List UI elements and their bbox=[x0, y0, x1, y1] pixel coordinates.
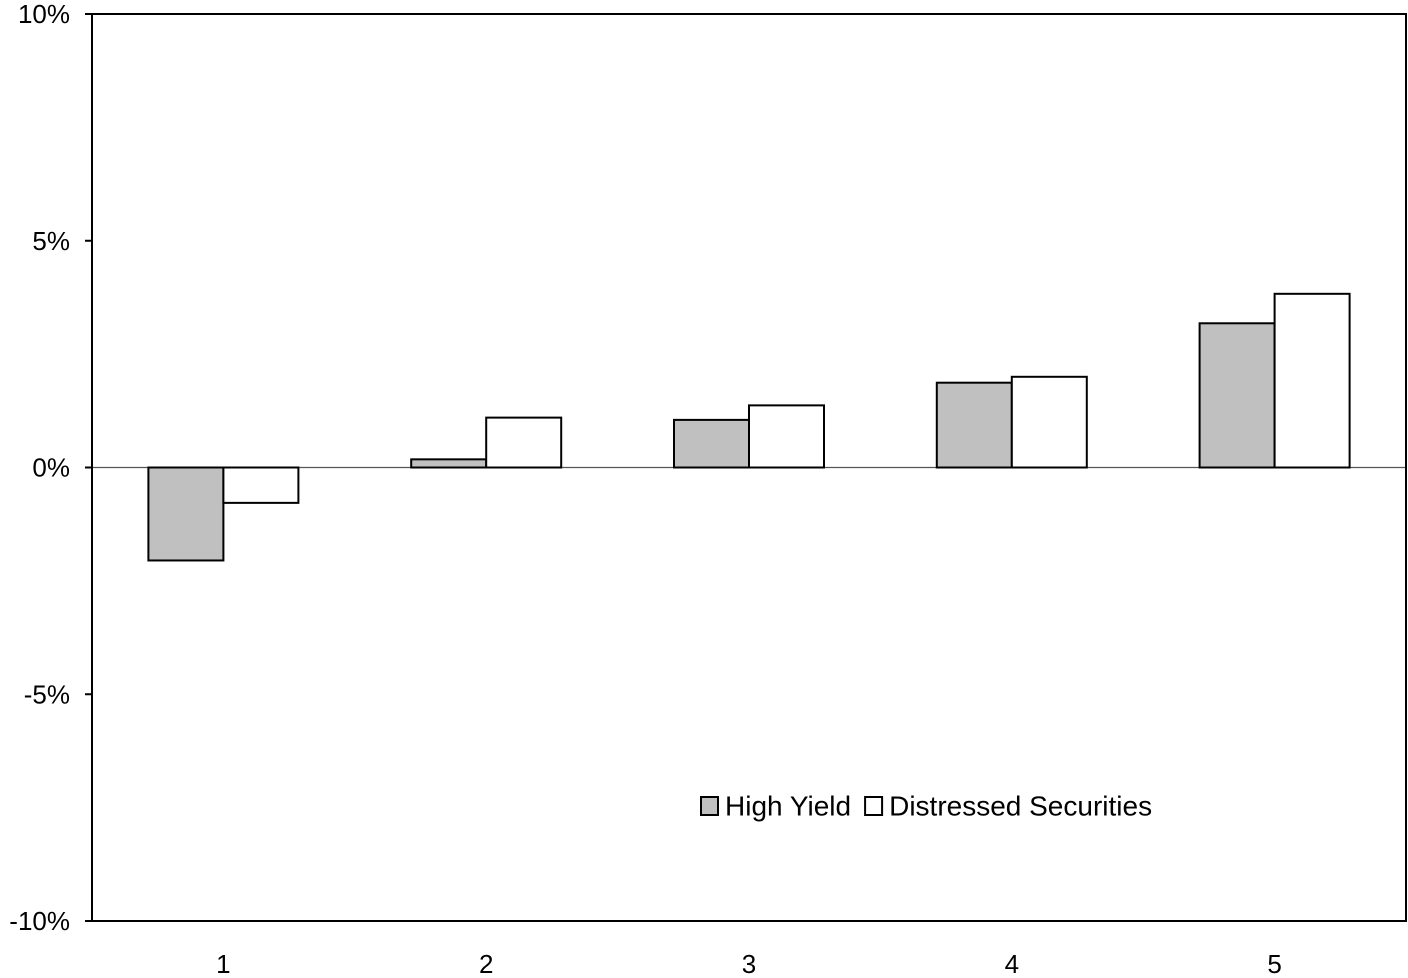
legend-label: Distressed Securities bbox=[889, 791, 1152, 822]
y-tick-label: -5% bbox=[24, 679, 70, 709]
legend-swatch-distressed-securities bbox=[864, 796, 884, 816]
x-tick-label: 5 bbox=[1267, 949, 1281, 978]
y-tick-label: -10% bbox=[9, 906, 70, 936]
legend-swatch-high-yield bbox=[700, 796, 719, 816]
bar-high-yield-5 bbox=[1198, 322, 1276, 469]
bar-distressed-securities-5 bbox=[1273, 292, 1351, 469]
x-tick-label: 3 bbox=[742, 949, 756, 978]
x-tick-label: 1 bbox=[216, 949, 230, 978]
legend-label: High Yield bbox=[725, 791, 851, 822]
x-tick-label: 2 bbox=[479, 949, 493, 978]
bar-distressed-securities-2 bbox=[485, 416, 563, 469]
bar-distressed-securities-3 bbox=[748, 404, 825, 469]
bar-distressed-securities-1 bbox=[222, 466, 300, 504]
bar-high-yield-2 bbox=[410, 458, 488, 469]
y-tick-label: 5% bbox=[32, 226, 70, 256]
y-tick-label: 10% bbox=[18, 0, 70, 29]
bar-high-yield-3 bbox=[673, 418, 750, 469]
bar-distressed-securities-4 bbox=[1010, 375, 1088, 469]
x-tick-label: 4 bbox=[1005, 949, 1019, 978]
bar-high-yield-4 bbox=[935, 381, 1013, 469]
y-tick-label: 0% bbox=[32, 453, 70, 483]
bar-high-yield-1 bbox=[147, 466, 225, 562]
legend: High Yield Distressed Securities bbox=[700, 791, 1152, 822]
